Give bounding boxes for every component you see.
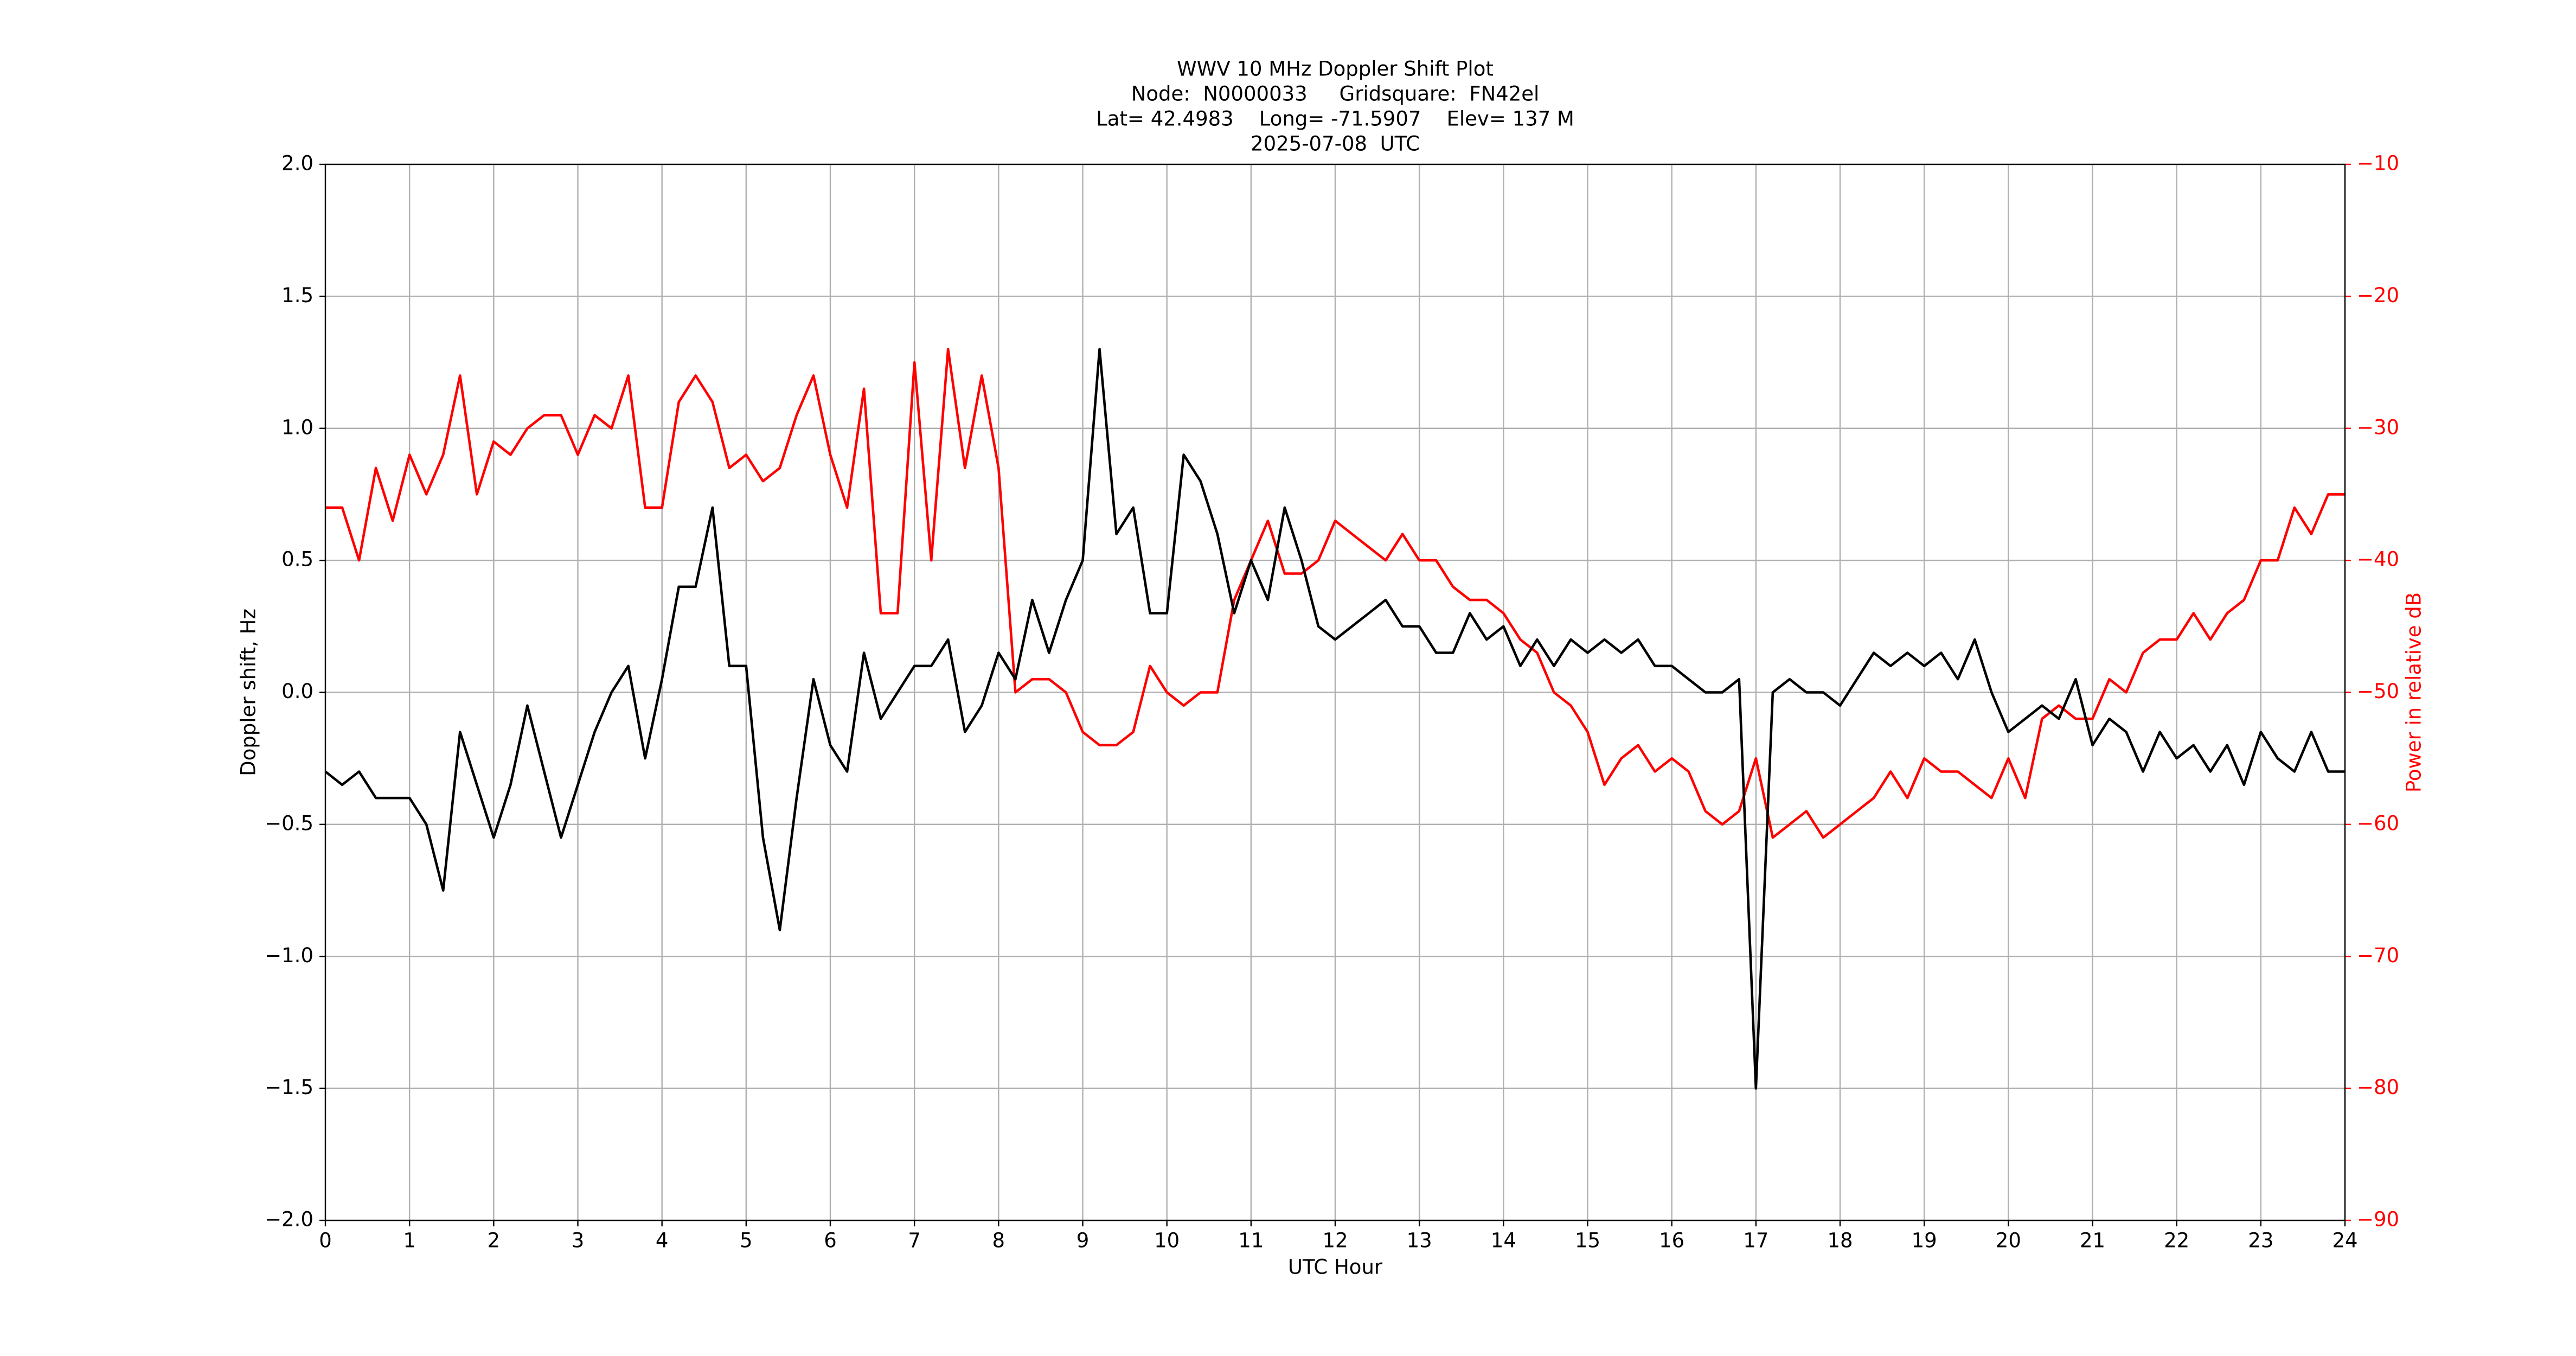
chart-title: 2025-07-08 UTC (1251, 132, 1420, 156)
y2-tick-label: −80 (2357, 1076, 2399, 1099)
x-tick-label: 5 (740, 1229, 753, 1252)
x-tick-label: 10 (1154, 1229, 1180, 1252)
x-tick-label: 18 (1827, 1229, 1853, 1252)
x-tick-label: 0 (319, 1229, 332, 1252)
y-tick-label: 0.5 (281, 548, 313, 571)
x-axis-label: UTC Hour (1288, 1256, 1383, 1279)
chart-title: WWV 10 MHz Doppler Shift Plot (1177, 57, 1494, 81)
x-tick-label: 1 (403, 1229, 416, 1252)
x-tick-label: 9 (1076, 1229, 1090, 1252)
y2-tick-label: −90 (2357, 1208, 2399, 1231)
y-axis-label: Doppler shift, Hz (237, 609, 260, 776)
x-tick-label: 12 (1322, 1229, 1348, 1252)
x-tick-label: 21 (2080, 1229, 2105, 1252)
x-tick-label: 19 (1912, 1229, 1937, 1252)
x-tick-label: 16 (1659, 1229, 1684, 1252)
x-tick-label: 8 (992, 1229, 1005, 1252)
x-tick-label: 15 (1575, 1229, 1600, 1252)
x-tick-label: 22 (2164, 1229, 2189, 1252)
y-tick-label: −0.5 (265, 811, 313, 835)
x-tick-label: 2 (488, 1229, 501, 1252)
y-tick-label: 0.0 (281, 680, 313, 703)
y-tick-label: 1.5 (281, 284, 313, 307)
x-tick-label: 3 (572, 1229, 585, 1252)
x-tick-label: 23 (2248, 1229, 2273, 1252)
y2-tick-label: −20 (2357, 284, 2399, 307)
y-tick-label: 1.0 (281, 415, 313, 439)
x-tick-label: 11 (1238, 1229, 1264, 1252)
plot-frame (324, 163, 2346, 1221)
x-tick-label: 4 (656, 1229, 669, 1252)
x-tick-label: 17 (1743, 1229, 1768, 1252)
y2-tick-label: −10 (2357, 152, 2399, 175)
y-tick-label: −1.5 (265, 1076, 313, 1099)
chart-title: Node: N0000033 Gridsquare: FN42el (1131, 82, 1540, 106)
x-tick-label: 14 (1491, 1229, 1516, 1252)
y-tick-label: −1.0 (265, 944, 313, 967)
y-tick-label: 2.0 (281, 152, 313, 175)
y2-axis-label: Power in relative dB (2402, 592, 2426, 792)
y2-tick-label: −40 (2357, 548, 2399, 571)
x-tick-label: 20 (1996, 1229, 2021, 1252)
chart-title: Lat= 42.4983 Long= -71.5907 Elev= 137 M (1096, 107, 1574, 131)
y-tick-label: −2.0 (265, 1208, 313, 1231)
data-line (324, 348, 2345, 1090)
data-line (325, 348, 2345, 839)
y2-tick-label: −60 (2357, 811, 2399, 835)
y2-tick-label: −70 (2357, 944, 2399, 967)
y2-tick-label: −50 (2357, 680, 2399, 703)
y2-tick-label: −30 (2357, 415, 2399, 439)
x-tick-label: 6 (824, 1229, 837, 1252)
x-tick-label: 24 (2332, 1229, 2357, 1252)
x-tick-label: 7 (908, 1229, 921, 1252)
x-tick-label: 13 (1407, 1229, 1432, 1252)
